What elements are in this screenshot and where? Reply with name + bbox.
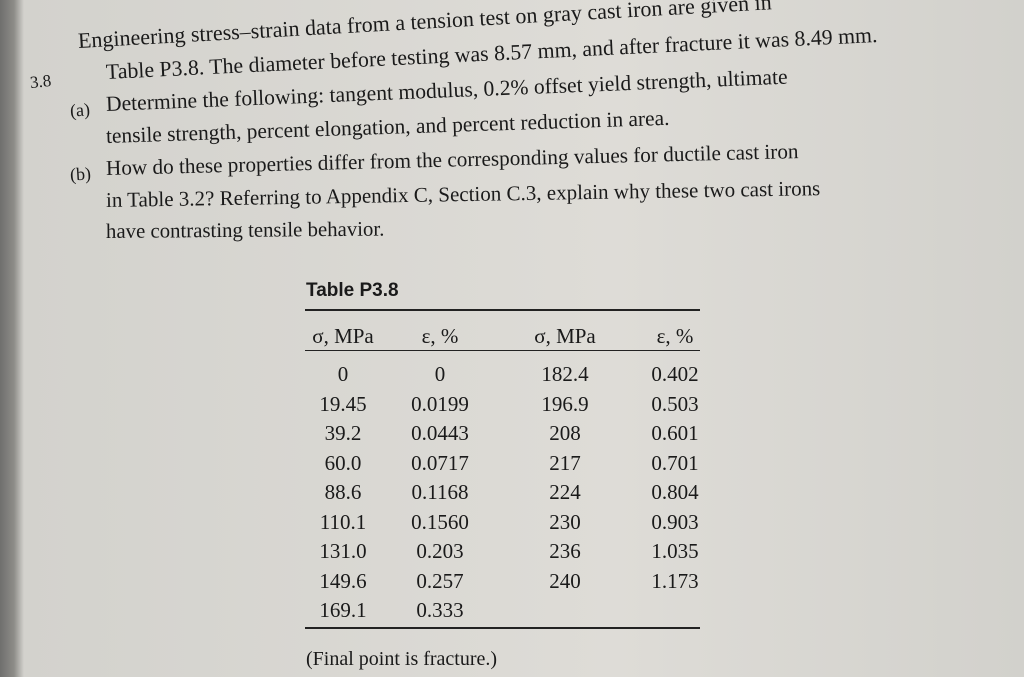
table-cell: 169.1 <box>319 598 367 622</box>
table-cell: 196.9 <box>541 391 589 416</box>
table-cell: 240 <box>549 568 581 593</box>
column-header: σ, MPa <box>534 324 596 348</box>
table-cell: 0 <box>337 362 349 386</box>
table-cell: 1.035 <box>651 539 699 563</box>
table-cell: 236 <box>549 539 581 563</box>
header-rule <box>305 350 700 351</box>
table-cell: 1.173 <box>651 568 699 593</box>
table-cell: 0.601 <box>651 421 699 445</box>
table-cell: 110.1 <box>319 509 367 534</box>
table-cell: 149.6 <box>319 568 367 593</box>
table-cell: 0.257 <box>416 568 464 593</box>
problem-number: 3.8 <box>29 70 53 93</box>
table-cell: 60.0 <box>324 450 362 475</box>
table-cell: 0.0443 <box>411 421 469 445</box>
table-cell: 0.0199 <box>411 391 469 416</box>
table-cell: 39.2 <box>324 421 362 445</box>
part-label: (b) <box>69 163 92 185</box>
table-cell: 19.45 <box>319 391 367 416</box>
table-cell: 0.0717 <box>411 450 469 475</box>
table-cell: 0.701 <box>651 450 699 475</box>
table-cell: 0 <box>434 362 446 386</box>
table-cell: 0.333 <box>416 598 464 622</box>
table-cell: 0.503 <box>651 391 699 416</box>
table-cell: 0.203 <box>416 539 464 563</box>
table-bottom-rule <box>305 627 700 629</box>
column-header: ε, % <box>421 324 459 348</box>
table-cell: 0.402 <box>651 362 699 386</box>
table-cell: 224 <box>549 480 581 504</box>
part-label: (a) <box>69 99 91 121</box>
part-line: in Table 3.2? Referring to Appendix C, S… <box>105 176 821 212</box>
table-cell: 182.4 <box>541 362 589 386</box>
table-cell: 230 <box>549 509 581 534</box>
column-header: ε, % <box>656 324 694 348</box>
table-cell: 208 <box>549 421 581 445</box>
table-title: Table P3.8 <box>306 280 399 301</box>
part-line: have contrasting tensile behavior. <box>105 217 385 243</box>
table-cell: 217 <box>549 450 581 475</box>
table-cell: 0.903 <box>651 509 699 534</box>
table-note: (Final point is fracture.) <box>306 648 498 670</box>
table-cell: 0.1560 <box>411 509 469 534</box>
table-cell: 88.6 <box>324 480 362 504</box>
table-cell: 131.0 <box>319 539 367 563</box>
table-cell: 0.804 <box>651 480 699 504</box>
table-cell: 0.1168 <box>411 480 469 504</box>
table-top-rule <box>305 309 700 311</box>
column-header: σ, MPa <box>312 324 374 348</box>
